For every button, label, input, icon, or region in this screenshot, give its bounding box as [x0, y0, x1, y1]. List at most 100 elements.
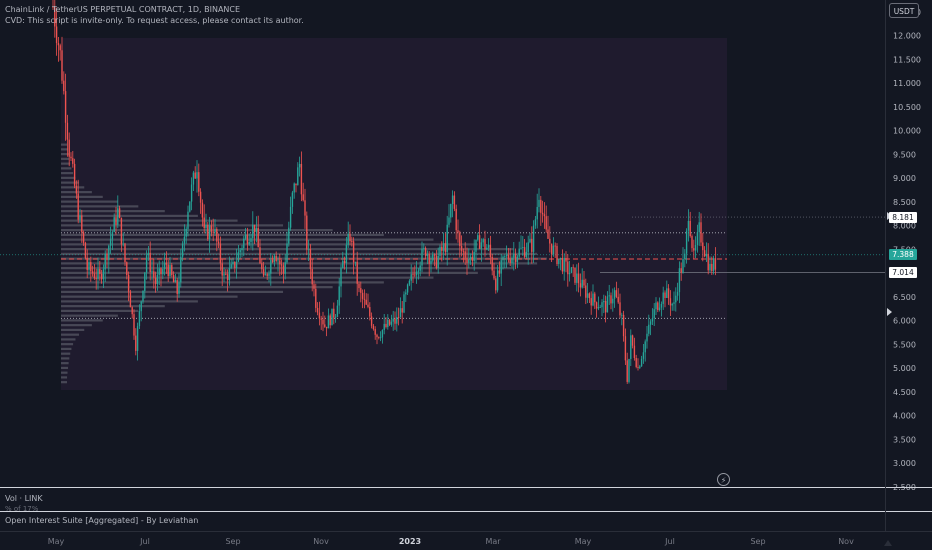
profile-bar: [61, 328, 85, 332]
candle-body: [100, 273, 103, 280]
profile-bar: [61, 381, 67, 384]
candle-body: [538, 199, 540, 207]
profile-bar: [61, 262, 538, 265]
candle-body: [430, 260, 432, 264]
candle-body: [171, 265, 173, 276]
candle-body: [675, 295, 677, 303]
candle-body: [639, 366, 641, 368]
candle-body: [167, 264, 169, 277]
profile-bar: [61, 167, 72, 170]
candle-body: [403, 294, 405, 313]
candle-body: [63, 80, 65, 92]
candle-body: [419, 265, 421, 271]
profile-bar: [61, 376, 68, 379]
candle-body: [421, 248, 423, 266]
candle-body: [556, 246, 558, 265]
time-axis[interactable]: May Jul Sep Nov 2023 Mar May Jul Sep Nov: [48, 537, 892, 546]
candle-body: [106, 253, 108, 261]
candle-body: [631, 335, 634, 346]
candle-body: [547, 229, 549, 239]
candle-body: [657, 302, 659, 311]
profile-zone-background: [61, 38, 727, 390]
candle-body: [534, 219, 537, 226]
profile-bar: [61, 300, 198, 303]
candle-body: [102, 269, 105, 280]
candle-body: [79, 215, 81, 220]
candle-body: [343, 260, 346, 264]
candle-body: [561, 257, 564, 272]
candle-body: [495, 278, 497, 291]
candle-body: [543, 214, 546, 217]
candle-body: [129, 291, 132, 308]
candle-body: [585, 285, 587, 298]
volume-pane-label[interactable]: Vol · LINK: [5, 494, 43, 503]
profile-bar: [61, 324, 92, 327]
candle-body: [504, 255, 506, 257]
candle-body: [518, 248, 520, 257]
candle-body: [306, 215, 308, 250]
candle-body: [682, 258, 684, 273]
candle-body: [592, 293, 594, 306]
candle-body: [401, 308, 403, 313]
time-tick-label: Mar: [485, 537, 501, 546]
candle-body: [81, 215, 83, 233]
time-tick-label: Sep: [750, 537, 765, 546]
candle-body: [477, 235, 479, 240]
candle-body: [189, 201, 191, 212]
candle-body: [354, 261, 357, 263]
candle-body: [228, 268, 231, 281]
profile-bar: [61, 219, 238, 222]
profile-bar: [61, 290, 284, 293]
candle-body: [608, 295, 610, 297]
candle-body: [255, 227, 258, 233]
candle-body: [118, 208, 121, 218]
candle-body: [651, 318, 654, 322]
candle-body: [300, 163, 303, 195]
candle-body: [338, 286, 340, 306]
candle-body: [626, 360, 628, 382]
candle-body: [131, 307, 133, 315]
candle-body: [676, 292, 679, 296]
price-tick-label: 8.500: [893, 198, 916, 207]
candle-body: [390, 321, 393, 325]
candle-body: [615, 290, 618, 297]
candle-body: [113, 217, 115, 232]
candle-body: [469, 256, 472, 260]
candle-body: [210, 225, 213, 232]
price-tick-label: 9.500: [893, 150, 916, 159]
symbol-title[interactable]: ChainLink / TetherUS PERPETUAL CONTRACT,…: [5, 5, 241, 14]
candle-body: [450, 204, 452, 218]
candle-body: [178, 282, 180, 294]
candle-body: [455, 208, 457, 231]
candle-body: [365, 299, 367, 305]
candle-body: [268, 273, 270, 276]
candle-body: [604, 301, 607, 313]
candle-body: [115, 217, 117, 225]
profile-bar: [61, 186, 85, 189]
candle-body: [298, 163, 301, 168]
currency-button[interactable]: USDT: [889, 3, 919, 18]
candle-body: [216, 229, 218, 242]
candle-body: [126, 262, 128, 275]
candle-body: [633, 345, 636, 358]
candle-body: [59, 45, 61, 51]
candle-body: [712, 258, 715, 271]
candle-body: [203, 217, 205, 229]
candle-body: [507, 254, 510, 260]
candle-body: [108, 245, 110, 261]
candle-body: [493, 270, 495, 279]
candle-body: [273, 255, 276, 263]
candle-body: [199, 191, 202, 203]
open-interest-pane-label[interactable]: Open Interest Suite [Aggregated] - By Le…: [5, 516, 199, 525]
candle-body: [252, 224, 254, 239]
candle-body: [111, 231, 114, 239]
candle-body: [439, 246, 441, 256]
candle-body: [527, 242, 529, 252]
candle-body: [174, 280, 177, 283]
lightning-icon[interactable]: ⚡: [717, 473, 730, 486]
candle-body: [160, 268, 162, 275]
candle-body: [340, 268, 342, 287]
candle-body: [313, 284, 315, 289]
candle-body: [464, 251, 466, 258]
